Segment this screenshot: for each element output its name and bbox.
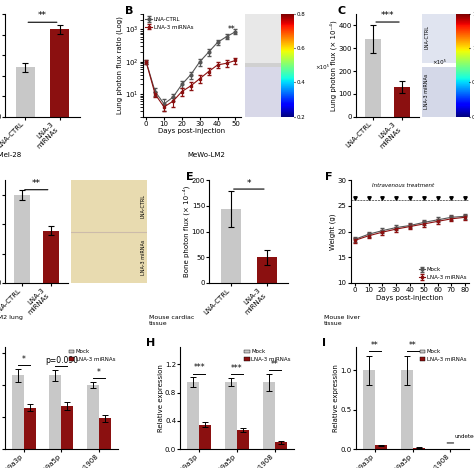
Legend: Mock, LNA-3 miRNAs: Mock, LNA-3 miRNAs: [69, 350, 115, 362]
Text: F: F: [325, 172, 332, 182]
Y-axis label: Bone photon flux (× 10⁻⁴): Bone photon flux (× 10⁻⁴): [183, 186, 190, 278]
Bar: [422, 67, 469, 117]
Text: p=0.090: p=0.090: [45, 356, 78, 365]
Legend: Mock, LNA-3 miRNAs: Mock, LNA-3 miRNAs: [244, 350, 291, 362]
Y-axis label: Lung photon flux (× 10⁻⁴): Lung photon flux (× 10⁻⁴): [329, 20, 337, 111]
Legend: Mock, LNA-3 miRNAs: Mock, LNA-3 miRNAs: [419, 267, 466, 280]
Text: I: I: [322, 338, 326, 348]
Bar: [99, 418, 111, 449]
Text: undetectable: undetectable: [455, 434, 474, 439]
Bar: [422, 14, 469, 63]
Bar: [24, 408, 36, 449]
Text: Intravenous treatment: Intravenous treatment: [372, 183, 434, 189]
Bar: [394, 87, 410, 117]
Y-axis label: Relative expression: Relative expression: [333, 364, 339, 432]
Text: **: **: [271, 359, 279, 369]
Bar: [365, 39, 381, 117]
Text: **: **: [32, 179, 41, 188]
Text: E: E: [186, 172, 193, 182]
Text: **: **: [371, 341, 379, 350]
Bar: [375, 446, 387, 449]
Text: *: *: [22, 355, 26, 364]
Text: ***: ***: [231, 364, 243, 373]
Bar: [50, 29, 69, 117]
Text: *: *: [246, 178, 251, 188]
Legend: LNA-CTRL, LNA-3 miRNAs: LNA-CTRL, LNA-3 miRNAs: [146, 17, 193, 29]
Bar: [199, 424, 211, 449]
Text: B: B: [125, 6, 133, 16]
Text: **: **: [228, 25, 236, 34]
Bar: [43, 231, 58, 283]
Bar: [187, 382, 199, 449]
Text: C: C: [337, 6, 345, 16]
Bar: [257, 257, 277, 283]
Bar: [87, 385, 99, 449]
Bar: [16, 67, 35, 117]
X-axis label: Days post-injection: Days post-injection: [158, 128, 225, 134]
Y-axis label: Relative expression: Relative expression: [157, 364, 164, 432]
Bar: [11, 375, 24, 449]
Bar: [225, 382, 237, 449]
Bar: [412, 448, 425, 449]
Bar: [237, 430, 249, 449]
Text: LNA-CTRL: LNA-CTRL: [141, 194, 146, 218]
Text: MeWo-LM2 lung
nodules: MeWo-LM2 lung nodules: [0, 315, 23, 326]
Text: LNA-3 miRNAs: LNA-3 miRNAs: [141, 240, 146, 275]
Text: LNA-CTRL: LNA-CTRL: [424, 25, 429, 49]
Bar: [275, 442, 287, 449]
Bar: [62, 406, 73, 449]
Bar: [49, 375, 62, 449]
Bar: [14, 195, 30, 283]
Bar: [363, 370, 375, 449]
Text: Mouse cardiac
tissue: Mouse cardiac tissue: [149, 315, 194, 326]
Bar: [263, 382, 275, 449]
Text: Mouse liver
tissue: Mouse liver tissue: [324, 315, 360, 326]
Y-axis label: Lung photon flux ratio (Log): Lung photon flux ratio (Log): [117, 16, 123, 114]
Text: **: **: [409, 341, 417, 350]
Bar: [401, 370, 412, 449]
Legend: Mock, LNA-3 miRNAs: Mock, LNA-3 miRNAs: [420, 350, 466, 362]
Bar: [245, 67, 294, 117]
Text: H: H: [146, 338, 155, 348]
Text: MeWo-LM2: MeWo-LM2: [187, 152, 225, 158]
Bar: [221, 209, 241, 283]
Text: SK-Mel-28: SK-Mel-28: [0, 152, 21, 158]
X-axis label: Days post-injection: Days post-injection: [376, 294, 444, 300]
Text: **: **: [38, 11, 47, 20]
Text: ***: ***: [193, 363, 205, 372]
Y-axis label: Weight (g): Weight (g): [329, 213, 336, 250]
Bar: [245, 14, 294, 63]
Text: ***: ***: [381, 11, 394, 20]
Text: LNA-3 miRNAs: LNA-3 miRNAs: [424, 73, 429, 109]
Text: *: *: [97, 368, 101, 377]
